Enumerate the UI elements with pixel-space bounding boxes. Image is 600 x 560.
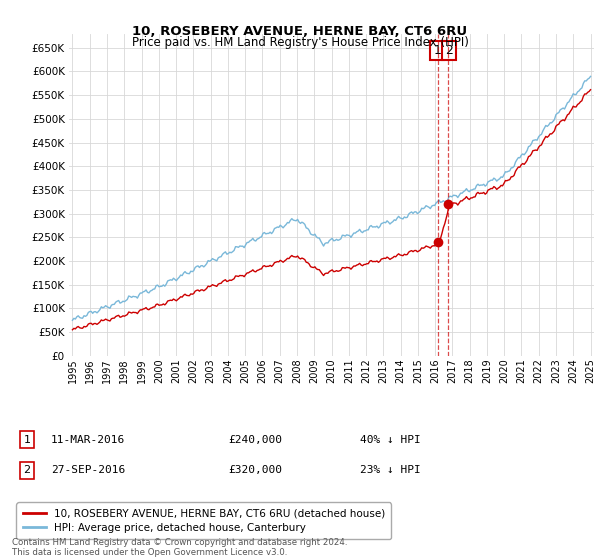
Text: £320,000: £320,000 <box>228 465 282 475</box>
Text: 11-MAR-2016: 11-MAR-2016 <box>51 435 125 445</box>
Text: £240,000: £240,000 <box>228 435 282 445</box>
Text: 40% ↓ HPI: 40% ↓ HPI <box>360 435 421 445</box>
Text: 10, ROSEBERY AVENUE, HERNE BAY, CT6 6RU: 10, ROSEBERY AVENUE, HERNE BAY, CT6 6RU <box>133 25 467 38</box>
Text: 1: 1 <box>23 435 31 445</box>
Text: 2: 2 <box>23 465 31 475</box>
Legend: 10, ROSEBERY AVENUE, HERNE BAY, CT6 6RU (detached house), HPI: Average price, de: 10, ROSEBERY AVENUE, HERNE BAY, CT6 6RU … <box>16 502 391 539</box>
Text: 23% ↓ HPI: 23% ↓ HPI <box>360 465 421 475</box>
Text: 2: 2 <box>445 44 453 57</box>
Text: 1: 1 <box>433 44 441 57</box>
Text: Contains HM Land Registry data © Crown copyright and database right 2024.
This d: Contains HM Land Registry data © Crown c… <box>12 538 347 557</box>
Text: Price paid vs. HM Land Registry's House Price Index (HPI): Price paid vs. HM Land Registry's House … <box>131 36 469 49</box>
Text: 27-SEP-2016: 27-SEP-2016 <box>51 465 125 475</box>
